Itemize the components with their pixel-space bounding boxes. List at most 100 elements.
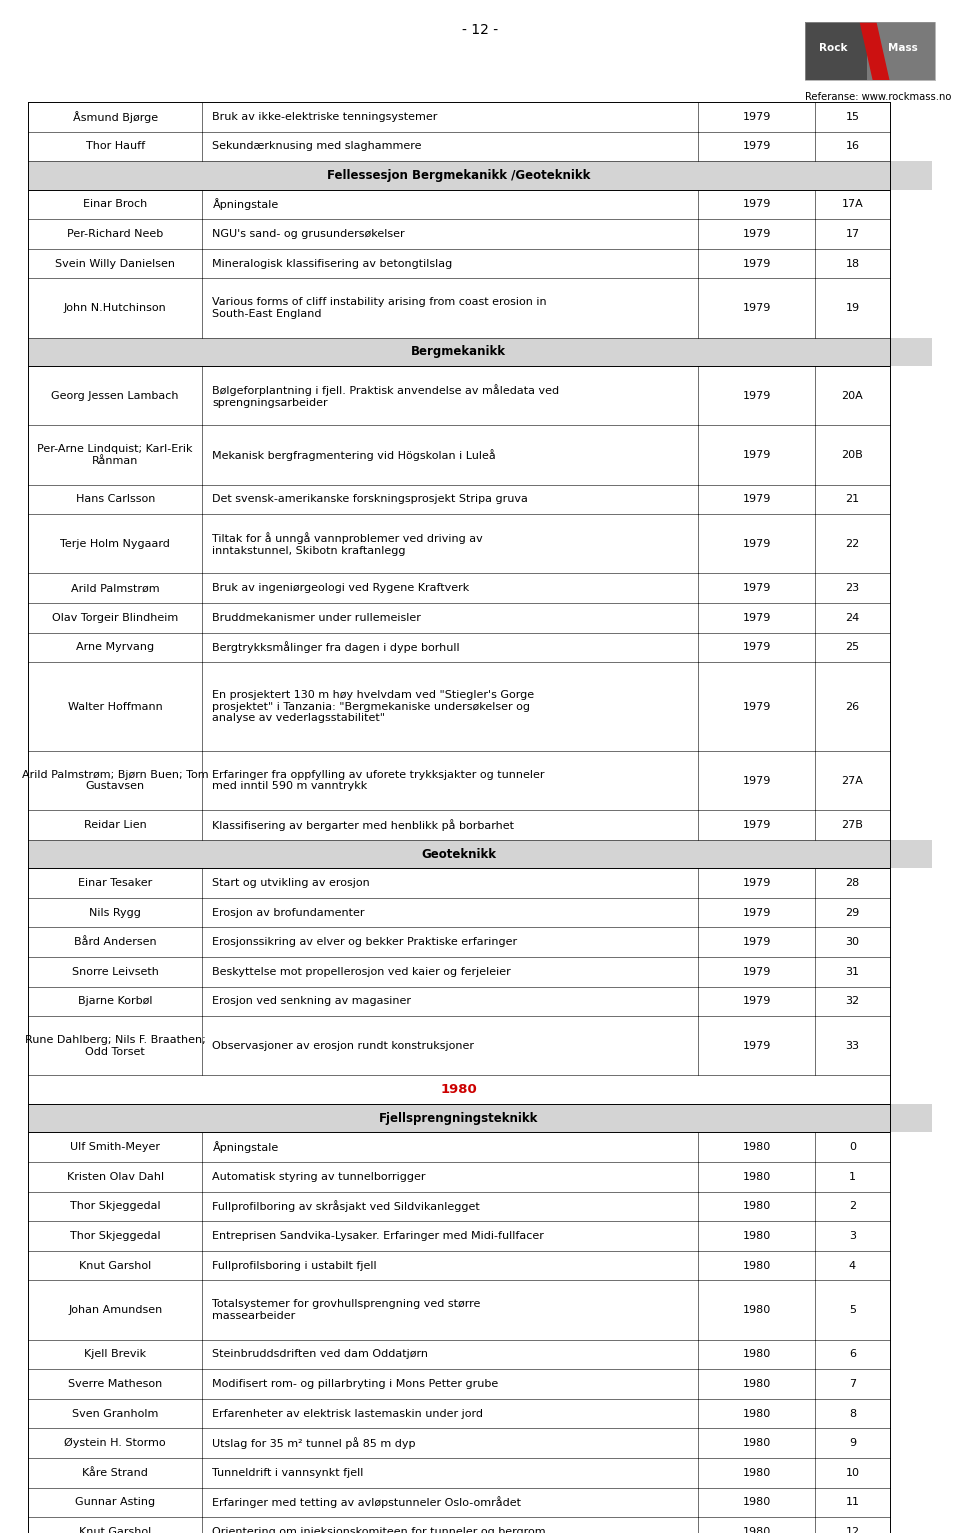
Text: Øystein H. Stormo: Øystein H. Stormo xyxy=(64,1438,166,1449)
Text: 1980: 1980 xyxy=(742,1349,771,1360)
Text: 1980: 1980 xyxy=(742,1305,771,1315)
Bar xyxy=(28,1133,932,1162)
Text: 11: 11 xyxy=(846,1498,859,1507)
Text: 1979: 1979 xyxy=(742,391,771,400)
Text: Arild Palmstrøm: Arild Palmstrøm xyxy=(71,583,159,593)
Text: Modifisert rom- og pillarbryting i Mons Petter grube: Modifisert rom- og pillarbryting i Mons … xyxy=(212,1380,499,1389)
Bar xyxy=(28,751,932,811)
Text: Svein Willy Danielsen: Svein Willy Danielsen xyxy=(56,259,176,268)
Text: John N.Hutchinson: John N.Hutchinson xyxy=(64,304,167,313)
Text: Erosjon ved senkning av magasiner: Erosjon ved senkning av magasiner xyxy=(212,996,412,1007)
Text: 6: 6 xyxy=(849,1349,856,1360)
Text: 27A: 27A xyxy=(842,776,863,785)
Text: 1980: 1980 xyxy=(742,1260,771,1271)
Text: 33: 33 xyxy=(846,1041,859,1052)
Bar xyxy=(28,1369,932,1400)
Text: Steinbruddsdriften ved dam Oddatjørn: Steinbruddsdriften ved dam Oddatjørn xyxy=(212,1349,428,1360)
Text: Mekanisk bergfragmentering vid Högskolan i Luleå: Mekanisk bergfragmentering vid Högskolan… xyxy=(212,449,496,461)
Text: Kristen Olav Dahl: Kristen Olav Dahl xyxy=(66,1171,164,1182)
Bar xyxy=(28,840,932,868)
Bar xyxy=(28,337,932,366)
Text: Referanse: www.rockmass.no: Referanse: www.rockmass.no xyxy=(805,92,951,103)
Text: Bruk av ikke-elektriske tenningsystemer: Bruk av ikke-elektriske tenningsystemer xyxy=(212,112,438,121)
Text: Various forms of cliff instability arising from coast erosion in
South-East Engl: Various forms of cliff instability arisi… xyxy=(212,297,547,319)
Text: 16: 16 xyxy=(846,141,859,152)
Bar xyxy=(28,514,932,573)
Bar xyxy=(805,21,868,80)
Text: 1980: 1980 xyxy=(742,1142,771,1153)
Text: 15: 15 xyxy=(846,112,859,121)
Text: 9: 9 xyxy=(849,1438,856,1449)
Bar xyxy=(28,1400,932,1429)
Text: 1980: 1980 xyxy=(441,1084,477,1096)
Text: Bjarne Korbøl: Bjarne Korbøl xyxy=(78,996,153,1007)
Bar xyxy=(28,219,932,248)
Bar xyxy=(28,1104,932,1133)
Text: Totalsystemer for grovhullsprengning ved større
massearbeider: Totalsystemer for grovhullsprengning ved… xyxy=(212,1300,481,1321)
Text: NGU's sand- og grusundersøkelser: NGU's sand- og grusundersøkelser xyxy=(212,228,405,239)
Text: 22: 22 xyxy=(846,538,859,549)
Text: 1979: 1979 xyxy=(742,820,771,829)
Bar xyxy=(28,248,932,279)
Text: Utslag for 35 m² tunnel på 85 m dyp: Utslag for 35 m² tunnel på 85 m dyp xyxy=(212,1438,416,1449)
Bar xyxy=(805,21,935,80)
Bar xyxy=(28,1429,932,1458)
Text: 1979: 1979 xyxy=(742,228,771,239)
Text: Fellessesjon Bergmekanikk /Geoteknikk: Fellessesjon Bergmekanikk /Geoteknikk xyxy=(327,169,590,182)
Bar xyxy=(28,103,932,132)
Bar xyxy=(28,868,932,898)
Bar xyxy=(28,366,932,425)
Text: En prosjektert 130 m høy hvelvdam ved "Stiegler's Gorge
prosjektet" i Tanzania: : En prosjektert 130 m høy hvelvdam ved "S… xyxy=(212,690,535,724)
Bar xyxy=(28,1340,932,1369)
Text: Erosjon av brofundamenter: Erosjon av brofundamenter xyxy=(212,908,365,918)
Text: Klassifisering av bergarter med henblikk på borbarhet: Klassifisering av bergarter med henblikk… xyxy=(212,819,515,831)
Text: Erfaringer med tetting av avløpstunneler Oslo-området: Erfaringer med tetting av avløpstunneler… xyxy=(212,1496,521,1508)
Text: 1980: 1980 xyxy=(742,1202,771,1211)
Text: 30: 30 xyxy=(846,937,859,947)
Text: Terje Holm Nygaard: Terje Holm Nygaard xyxy=(60,538,170,549)
Text: 1980: 1980 xyxy=(742,1527,771,1533)
Text: 1979: 1979 xyxy=(742,613,771,622)
Text: Tiltak for å unngå vannproblemer ved driving av
inntakstunnel, Skibotn kraftanle: Tiltak for å unngå vannproblemer ved dri… xyxy=(212,532,483,555)
Text: Walter Hoffmann: Walter Hoffmann xyxy=(68,702,162,711)
Text: 17: 17 xyxy=(846,228,859,239)
Text: 4: 4 xyxy=(849,1260,856,1271)
Text: Georg Jessen Lambach: Georg Jessen Lambach xyxy=(52,391,179,400)
Bar xyxy=(28,602,932,633)
Bar xyxy=(28,573,932,602)
Text: Mineralogisk klassifisering av betongtilslag: Mineralogisk klassifisering av betongtil… xyxy=(212,259,453,268)
Text: 24: 24 xyxy=(846,613,859,622)
Text: Bergtrykksmålinger fra dagen i dype borhull: Bergtrykksmålinger fra dagen i dype borh… xyxy=(212,641,460,653)
Text: 1979: 1979 xyxy=(742,996,771,1007)
Text: 1979: 1979 xyxy=(742,259,771,268)
Text: 1979: 1979 xyxy=(742,199,771,210)
Bar xyxy=(28,1016,932,1076)
Text: Einar Broch: Einar Broch xyxy=(84,199,148,210)
Bar xyxy=(28,132,932,161)
Text: Beskyttelse mot propellerosjon ved kaier og ferjeleier: Beskyttelse mot propellerosjon ved kaier… xyxy=(212,967,512,977)
Bar xyxy=(28,811,932,840)
Text: Fullprofilsboring i ustabilt fjell: Fullprofilsboring i ustabilt fjell xyxy=(212,1260,377,1271)
Text: 1980: 1980 xyxy=(742,1498,771,1507)
Text: 1979: 1979 xyxy=(742,495,771,504)
Text: Sekundærknusing med slaghammere: Sekundærknusing med slaghammere xyxy=(212,141,422,152)
Bar xyxy=(868,21,935,80)
Bar xyxy=(28,1076,932,1104)
Text: 18: 18 xyxy=(846,259,859,268)
Text: Bruk av ingeniørgeologi ved Rygene Kraftverk: Bruk av ingeniørgeologi ved Rygene Kraft… xyxy=(212,583,469,593)
Text: Johan Amundsen: Johan Amundsen xyxy=(68,1305,162,1315)
Text: 10: 10 xyxy=(846,1469,859,1478)
Text: 12: 12 xyxy=(846,1527,859,1533)
Text: 1979: 1979 xyxy=(742,878,771,888)
Polygon shape xyxy=(859,21,890,80)
Text: Bård Andersen: Bård Andersen xyxy=(74,937,156,947)
Text: Observasjoner av erosjon rundt konstruksjoner: Observasjoner av erosjon rundt konstruks… xyxy=(212,1041,474,1052)
Text: Olav Torgeir Blindheim: Olav Torgeir Blindheim xyxy=(52,613,179,622)
Text: 28: 28 xyxy=(846,878,859,888)
Text: 1979: 1979 xyxy=(742,304,771,313)
Text: Geoteknikk: Geoteknikk xyxy=(421,848,496,860)
Text: 1980: 1980 xyxy=(742,1438,771,1449)
Text: 20A: 20A xyxy=(842,391,863,400)
Text: Ulf Smith-Meyer: Ulf Smith-Meyer xyxy=(70,1142,160,1153)
Bar xyxy=(28,662,932,751)
